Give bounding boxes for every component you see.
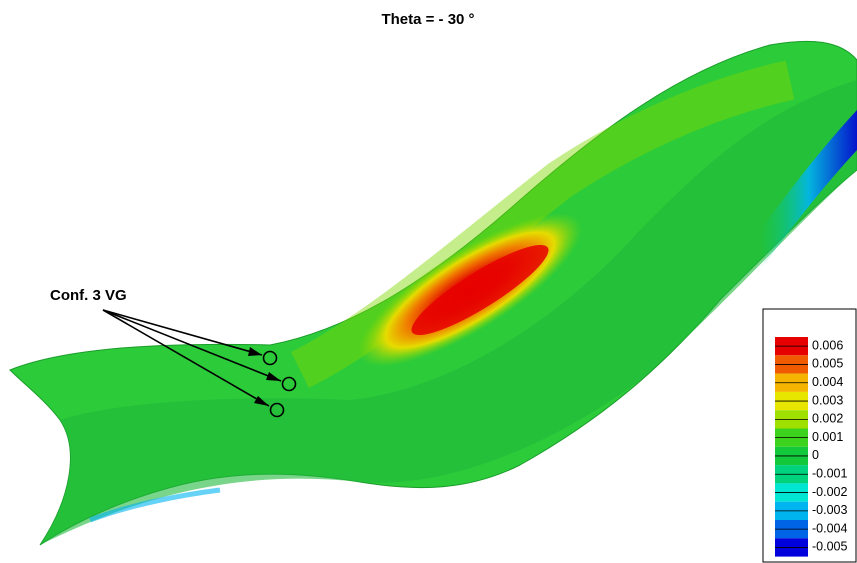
legend-label: -0.004 [812,521,847,535]
legend: 0.006 0.005 0.004 0.003 0.002 0.001 0 -0.001 -0.… [762,308,857,563]
legend-label: 0.004 [812,375,843,389]
legend-label: 0 [812,448,819,462]
legend-label: 0.002 [812,412,843,426]
legend-label: -0.003 [812,503,847,517]
annotation: Conf. 3 VG [50,287,297,418]
legend-label: 0.003 [812,393,843,407]
legend-label: 0.005 [812,357,843,371]
surface [9,40,857,546]
legend-label: 0.006 [812,338,843,352]
legend-label: -0.005 [812,540,847,554]
legend-label: -0.002 [812,485,847,499]
title: Theta = - 30 ° [381,11,474,28]
legend-label: 0.001 [812,430,843,444]
annotation-label: Conf. 3 VG [50,287,127,304]
legend-label: -0.001 [812,467,847,481]
